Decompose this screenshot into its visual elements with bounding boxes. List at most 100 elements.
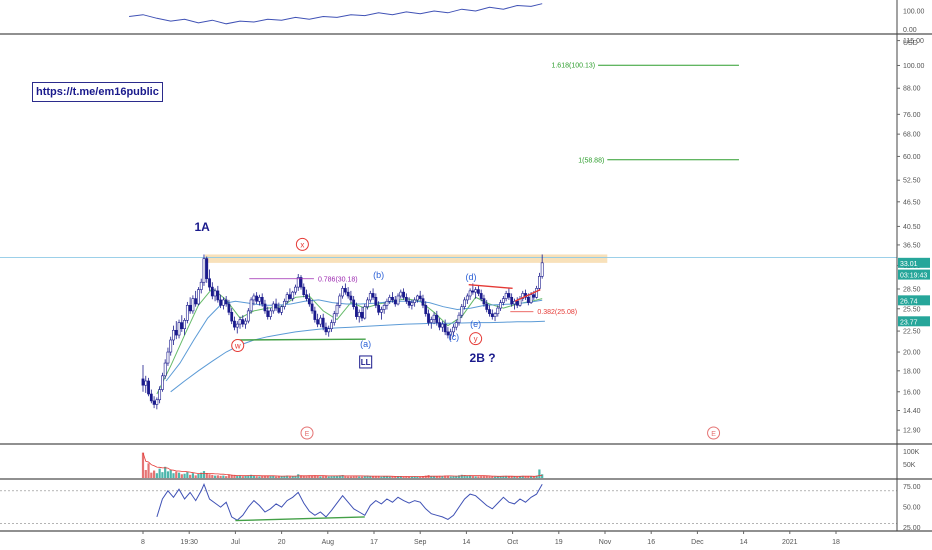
time-tick-label: Oct xyxy=(507,539,518,546)
candle xyxy=(352,295,356,310)
candle-body xyxy=(474,289,478,293)
candle-body xyxy=(454,322,458,328)
volume-bar xyxy=(463,475,466,478)
volume-bar xyxy=(532,476,535,478)
volume-bar xyxy=(408,476,411,478)
candle-body xyxy=(363,306,367,319)
candle xyxy=(349,290,353,303)
candle xyxy=(152,396,156,409)
volume-bar xyxy=(347,476,350,478)
candle xyxy=(249,297,253,314)
candle xyxy=(535,285,539,299)
candle-body xyxy=(280,306,284,313)
volume-bar xyxy=(283,475,286,478)
candle-body xyxy=(391,296,394,301)
candle xyxy=(260,293,264,307)
wave-label: (c) xyxy=(449,332,460,342)
candle xyxy=(147,377,150,397)
volume-bar xyxy=(216,475,219,478)
volume-bar xyxy=(335,475,339,478)
volume-bar xyxy=(158,468,161,478)
candle-body xyxy=(479,293,483,299)
candle-body xyxy=(493,313,497,317)
candle-body xyxy=(496,307,500,315)
candle xyxy=(213,288,217,302)
candle-body xyxy=(282,300,286,308)
candle xyxy=(291,290,295,302)
candle-body xyxy=(246,310,250,322)
volume-bar xyxy=(516,476,519,478)
candle-body xyxy=(332,313,336,323)
price-tick-label: 68.00 xyxy=(903,132,921,139)
telegram-link[interactable]: https://t.me/em16public xyxy=(32,82,163,102)
volume-panel: 100K 50K xyxy=(141,449,920,478)
volume-bar xyxy=(333,475,336,478)
candle xyxy=(197,287,200,306)
candle xyxy=(310,299,314,314)
candle xyxy=(307,293,311,307)
candle xyxy=(163,359,167,379)
candle xyxy=(205,256,209,283)
volume-bar xyxy=(369,475,372,478)
candle xyxy=(518,295,522,307)
volume-bar xyxy=(468,475,472,478)
candle-body xyxy=(299,277,303,288)
candle xyxy=(277,302,281,314)
candle xyxy=(210,282,214,300)
candle xyxy=(244,318,247,329)
candle-body xyxy=(513,300,516,305)
time-tick-label: Sep xyxy=(414,539,427,546)
candle xyxy=(404,293,408,304)
volume-bar xyxy=(313,475,316,478)
candle-body xyxy=(208,278,211,288)
time-tick-label: 2021 xyxy=(782,539,798,546)
volume-bar xyxy=(430,476,433,478)
price-tick-label: 76.00 xyxy=(903,112,921,119)
candle-body xyxy=(471,290,475,293)
price-tick-label: 12.90 xyxy=(903,428,921,435)
candle-body xyxy=(144,380,148,386)
volume-bar xyxy=(247,475,250,478)
time-tick-label: 14 xyxy=(740,539,748,546)
candle-body xyxy=(183,320,186,330)
earnings-marker xyxy=(300,426,314,440)
candle-body xyxy=(202,258,206,283)
candle-body xyxy=(294,286,297,293)
volume-bar xyxy=(152,470,156,478)
candle-body xyxy=(349,295,353,301)
candle-body xyxy=(216,290,220,301)
candle-body xyxy=(191,298,195,312)
top-indicator-line xyxy=(129,3,543,25)
volume-bar xyxy=(222,475,225,478)
volume-bar xyxy=(291,476,294,478)
candle xyxy=(482,294,486,307)
candle-body xyxy=(296,277,300,288)
candle xyxy=(327,325,331,337)
candle-body xyxy=(155,399,159,405)
volume-bar xyxy=(310,475,314,478)
volume-bar xyxy=(438,475,441,478)
volume-bar xyxy=(460,474,463,478)
candle-body xyxy=(540,262,544,277)
candle-body xyxy=(521,293,525,299)
candle-body xyxy=(152,400,156,405)
volume-bar xyxy=(175,471,178,478)
candle xyxy=(452,324,455,337)
volume-bar xyxy=(455,475,458,478)
volume-bar xyxy=(380,476,383,478)
candle xyxy=(388,294,392,304)
price-tick-label: 22.50 xyxy=(903,329,921,336)
volume-bar xyxy=(172,473,175,478)
candle-body xyxy=(499,302,502,309)
candle-body xyxy=(302,286,306,295)
candle-body xyxy=(379,309,383,313)
candle xyxy=(424,301,428,317)
candle-body xyxy=(235,323,239,328)
candle-body xyxy=(526,296,530,303)
candle-body xyxy=(532,294,536,298)
price-badge xyxy=(898,295,930,306)
volume-bar xyxy=(485,475,488,478)
price-badge-label: 23.77 xyxy=(900,319,918,326)
candle xyxy=(282,298,286,310)
candle xyxy=(396,293,400,306)
